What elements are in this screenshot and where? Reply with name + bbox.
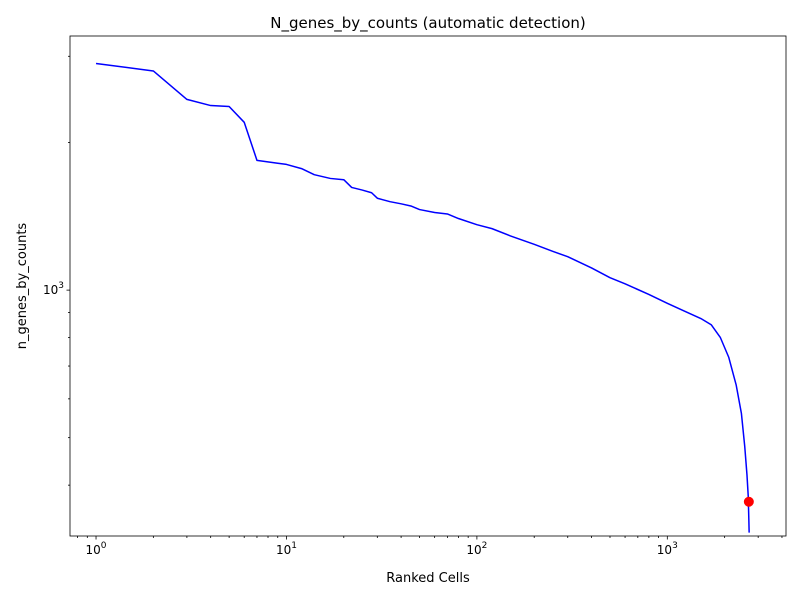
- y-axis-label: n_genes_by_counts: [15, 223, 30, 350]
- chart-title: N_genes_by_counts (automatic detection): [270, 14, 586, 33]
- x-tick-label: 101: [276, 541, 297, 557]
- y-tick-label-exponent: 3: [58, 281, 64, 291]
- plot-area: [69, 35, 787, 537]
- x-tick-label-base: 10: [466, 543, 481, 557]
- series-layer: [95, 62, 754, 533]
- x-tick-label-exponent: 2: [482, 541, 488, 551]
- y-tick-label: 103: [43, 281, 64, 297]
- x-tick-label: 103: [657, 541, 678, 557]
- x-tick-label-exponent: 1: [291, 541, 297, 551]
- x-axis-label: Ranked Cells: [386, 571, 470, 586]
- series-line: [95, 62, 750, 533]
- y-tick-label-base: 10: [43, 283, 58, 297]
- y-axis-ticks: 103: [43, 55, 70, 486]
- x-tick-label-base: 10: [276, 543, 291, 557]
- x-tick-label-exponent: 0: [101, 541, 107, 551]
- x-axis-ticks: 100 101 102 103: [77, 536, 783, 557]
- x-tick-label-exponent: 3: [672, 541, 678, 551]
- x-tick-label-base: 10: [86, 543, 101, 557]
- x-tick-label-base: 10: [657, 543, 672, 557]
- x-tick-label: 102: [466, 541, 487, 557]
- threshold-marker: [743, 496, 754, 507]
- x-tick-label: 100: [86, 541, 107, 557]
